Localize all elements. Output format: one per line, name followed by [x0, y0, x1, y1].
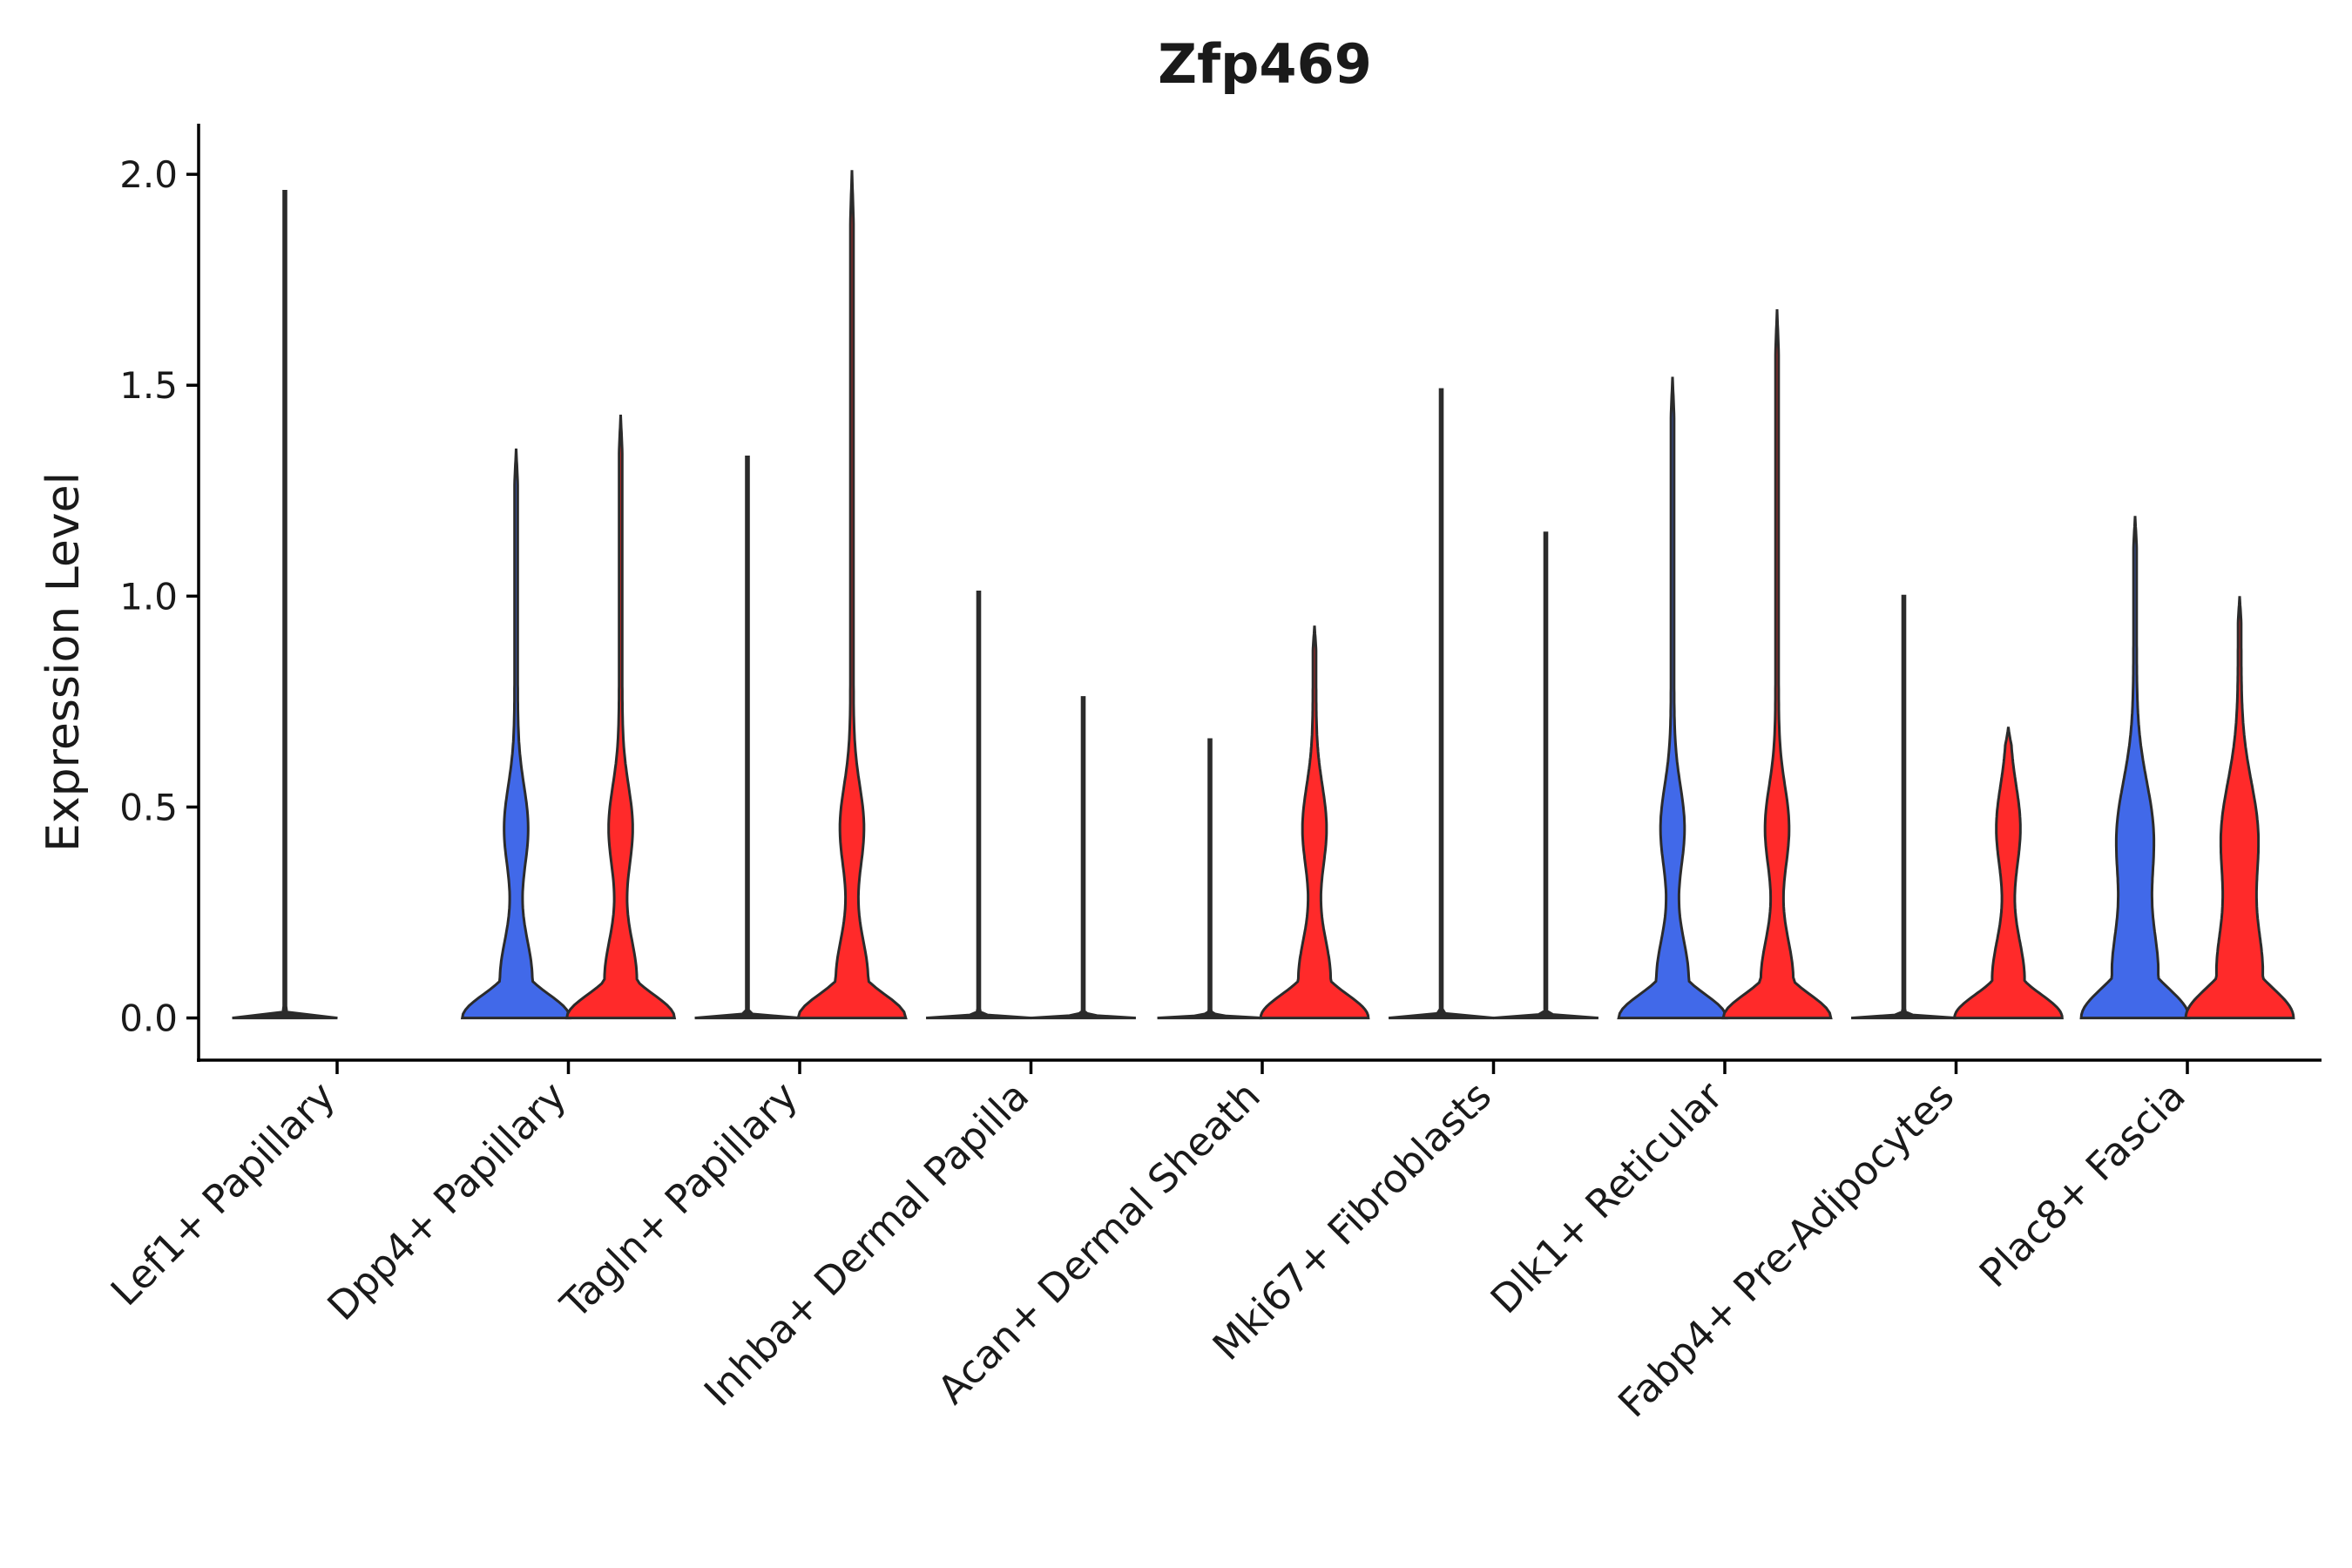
x-tick-label: Lef1+ Papillary: [102, 1072, 344, 1315]
y-axis-ticks: 0.0 0.5 1.0 1.5 2.0: [119, 153, 199, 1040]
violin-acan-dermal-sheath-red: [1259, 625, 1370, 1020]
violins-layer: [232, 170, 2295, 1020]
violin-tagln-papillary-red: [796, 170, 908, 1020]
violin-dpp4-papillary-blue: [460, 448, 572, 1020]
y-tick-label: 1.5: [119, 364, 178, 407]
violin-lef1-papillary-blue: [232, 190, 338, 1020]
y-tick-label: 2.0: [119, 153, 178, 196]
violin-acan-dermal-sheath-blue: [1157, 738, 1263, 1020]
violin-inhba-dermal-papilla-red: [1031, 696, 1136, 1020]
violin-fabp4-pre-adipocytes-red: [1953, 727, 2064, 1020]
violin-fabp4-pre-adipocytes-blue: [1850, 594, 1957, 1020]
chart-title: Zfp469: [1158, 32, 1372, 96]
violin-dpp4-papillary-red: [564, 415, 677, 1020]
x-tick-label: Plac8+ Fascia: [1970, 1072, 2194, 1296]
violin-mki67-fibroblasts-blue: [1388, 388, 1495, 1020]
violin-mki67-fibroblasts-red: [1492, 531, 1599, 1020]
x-tick-label: Dlk1+ Reticular: [1482, 1072, 1732, 1322]
y-tick-label: 0.5: [119, 786, 178, 828]
violin-plac8-fascia-red: [2184, 596, 2295, 1020]
violin-plac8-fascia-blue: [2079, 516, 2191, 1020]
x-tick-label: Dpp4+ Papillary: [318, 1072, 575, 1329]
y-tick-label: 0.0: [119, 997, 178, 1040]
violin-inhba-dermal-papilla-blue: [925, 591, 1032, 1020]
violin-dlk1-reticular-red: [1721, 309, 1833, 1020]
y-tick-label: 1.0: [119, 575, 178, 618]
x-tick-label: Tagln+ Papillary: [551, 1072, 807, 1328]
violin-tagln-papillary-blue: [694, 456, 801, 1020]
y-axis-label: Expression Level: [37, 472, 90, 852]
violin-dlk1-reticular-blue: [1617, 376, 1728, 1020]
